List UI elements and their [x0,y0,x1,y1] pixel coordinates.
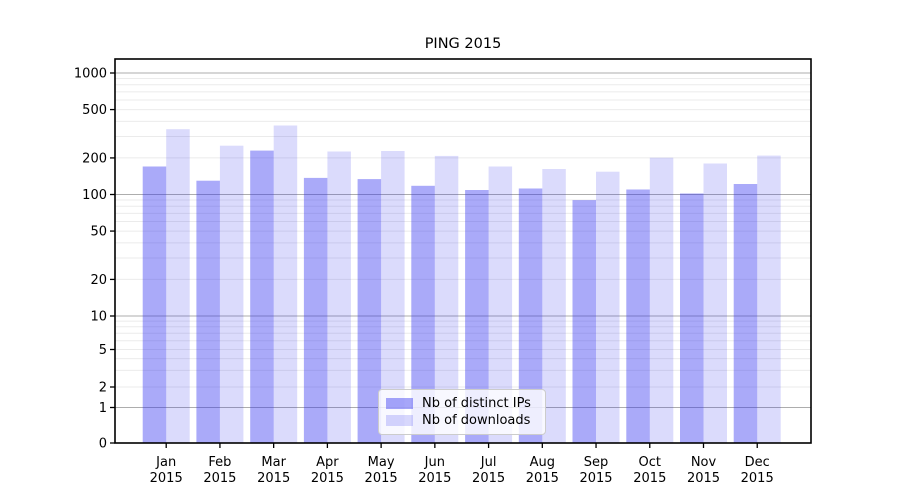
x-tick-label-year: 2015 [687,471,720,486]
bar-downloads-mar [273,125,298,443]
x-tick-label-month: Apr [316,455,339,470]
y-tick-label: 500 [82,103,107,118]
bar-distinct-ips-dec [733,184,758,443]
x-tick-label-month: Feb [208,455,231,470]
bar-distinct-ips-oct [626,189,650,443]
x-tick-label-year: 2015 [418,471,451,486]
legend: Nb of distinct IPs Nb of downloads [378,389,546,435]
x-tick-label-year: 2015 [257,471,290,486]
bar-distinct-ips-may [357,179,382,443]
x-tick-label-month: Aug [530,455,555,470]
x-tick-label-year: 2015 [472,471,505,486]
x-tick-label-year: 2015 [311,471,344,486]
x-tick-label-month: Oct [639,455,661,470]
x-tick-label-month: Sep [584,455,609,470]
x-tick-label-month: Nov [691,455,717,470]
bar-downloads-jan [166,129,190,443]
bar-distinct-ips-feb [196,180,220,443]
legend-label-downloads: Nb of downloads [422,413,531,428]
y-tick-label: 2 [99,381,107,396]
y-tick-label: 50 [90,225,107,240]
bar-distinct-ips-nov [680,193,704,443]
bar-distinct-ips-mar [250,150,274,443]
x-tick-label-month: Jun [424,455,445,470]
x-tick-label-year: 2015 [526,471,559,486]
x-tick-label-month: Mar [261,455,286,470]
y-tick-label: 100 [82,188,107,203]
bar-downloads-nov [703,163,727,443]
y-tick-label: 1000 [74,67,107,82]
chart-title: PING 2015 [424,36,502,52]
bar-downloads-feb [219,145,244,443]
bar-downloads-apr [327,151,351,443]
legend-swatch-downloads [386,415,413,426]
y-tick-label: 1 [99,401,107,416]
bar-distinct-ips-jan [142,166,167,443]
bar-downloads-jun [434,155,459,443]
bar-downloads-aug [542,169,566,443]
bar-distinct-ips-apr [303,177,328,443]
y-tick-label: 20 [90,273,107,288]
x-tick-label-month: Jan [155,455,176,470]
x-tick-label-year: 2015 [203,471,236,486]
x-tick-label-year: 2015 [579,471,612,486]
legend-label-distinct-ips: Nb of distinct IPs [422,396,531,411]
y-tick-label: 0 [99,437,107,452]
y-tick-label: 5 [99,343,107,358]
x-tick-label-year: 2015 [633,471,666,486]
x-tick-label-year: 2015 [741,471,774,486]
x-tick-label-year: 2015 [150,471,183,486]
y-tick-label: 200 [82,151,107,166]
bar-downloads-dec [757,155,781,443]
y-tick-label: 10 [90,310,107,325]
legend-item-distinct-ips: Nb of distinct IPs [386,397,537,410]
bar-distinct-ips-jul [465,190,489,443]
x-tick-label-month: Dec [745,455,770,470]
legend-swatch-distinct-ips [386,398,413,409]
bar-downloads-oct [649,157,674,443]
legend-item-downloads: Nb of downloads [386,414,537,427]
bar-downloads-jul [488,166,513,443]
plot-border [114,58,812,444]
bar-downloads-sep [596,171,620,443]
x-tick-label-year: 2015 [365,471,398,486]
bar-distinct-ips-aug [518,188,543,443]
x-tick-label-month: Jul [480,455,497,470]
bar-distinct-ips-jun [411,185,435,444]
bar-downloads-may [381,151,405,443]
x-tick-label-month: May [368,455,395,470]
bar-distinct-ips-sep [572,200,596,443]
